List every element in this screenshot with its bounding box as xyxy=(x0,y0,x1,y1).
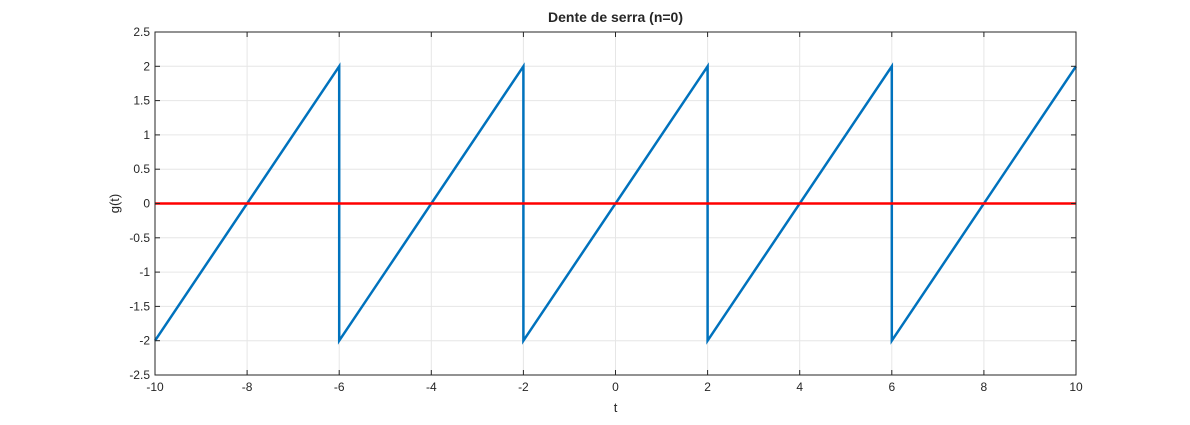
x-tick-label: 2 xyxy=(704,380,711,394)
y-tick-label: -0.5 xyxy=(129,231,150,245)
x-tick-label: -8 xyxy=(242,380,253,394)
x-tick-label: -6 xyxy=(334,380,345,394)
y-tick-label: -2 xyxy=(139,334,150,348)
y-tick-label: 2.5 xyxy=(133,25,150,39)
y-tick-label: -1 xyxy=(139,265,150,279)
x-tick-label: -2 xyxy=(518,380,529,394)
y-tick-label: -1.5 xyxy=(129,299,150,313)
x-tick-label: 0 xyxy=(612,380,619,394)
chart-title: Dente de serra (n=0) xyxy=(548,9,683,25)
x-tick-label: 6 xyxy=(888,380,895,394)
y-tick-label: 2 xyxy=(143,59,150,73)
y-tick-label: 0 xyxy=(143,197,150,211)
x-axis-label: t xyxy=(614,400,618,415)
y-tick-label: 1 xyxy=(143,128,150,142)
y-axis-label: g(t) xyxy=(107,194,122,214)
x-tick-label: 8 xyxy=(981,380,988,394)
x-tick-label: -10 xyxy=(146,380,164,394)
y-axis-ticks: -2.5 -2 -1.5 -1 -0.5 0 0.5 1 1.5 2 2.5 xyxy=(129,25,1076,382)
y-tick-label: 0.5 xyxy=(133,162,150,176)
series-group xyxy=(153,62,1078,345)
x-tick-label: -4 xyxy=(426,380,437,394)
x-tick-label: 4 xyxy=(796,380,803,394)
x-tick-label: 10 xyxy=(1069,380,1083,394)
x-axis-ticks: -10 -8 -6 -4 -2 0 2 4 6 8 10 xyxy=(146,32,1083,394)
y-tick-label: -2.5 xyxy=(129,368,150,382)
y-tick-label: 1.5 xyxy=(133,94,150,108)
